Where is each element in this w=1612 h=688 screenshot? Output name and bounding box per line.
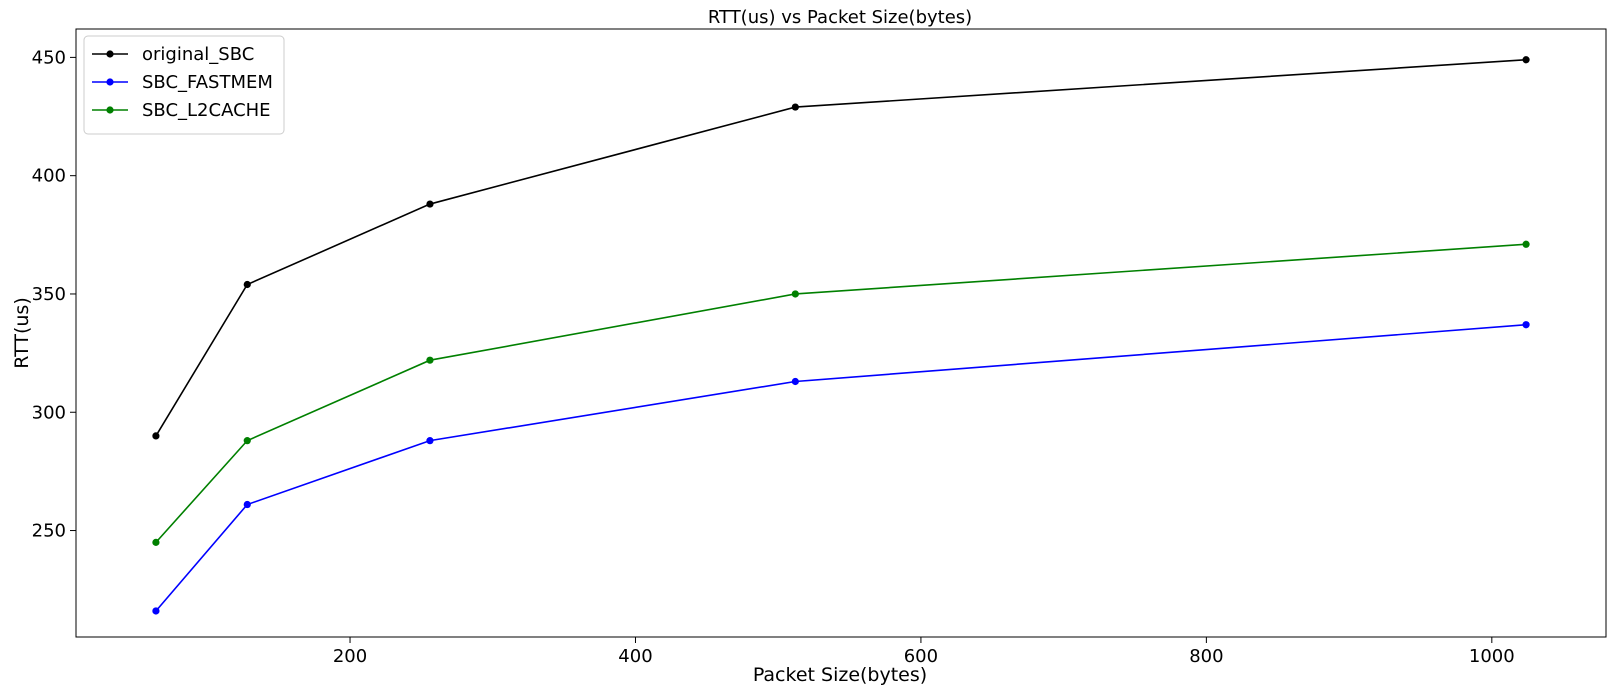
legend-marker (106, 50, 114, 58)
y-tick-label: 400 (32, 166, 66, 187)
legend-marker (106, 78, 114, 86)
data-point-sbc-fastmem (1522, 321, 1530, 329)
data-point-sbc-fastmem (791, 377, 799, 386)
y-axis: 250 300 350 400 450 (32, 47, 76, 542)
data-point-sbc-fastmem (426, 437, 434, 445)
y-tick-label: 300 (32, 402, 66, 423)
chart-title: RTT(us) vs Packet Size(bytes) (708, 7, 972, 28)
x-tick-label: 600 (904, 646, 938, 667)
legend-label: original_SBC (142, 44, 254, 65)
y-tick-label: 350 (32, 284, 66, 305)
plot-frame (75, 28, 1607, 638)
data-point-sbc-l2cache (791, 290, 799, 298)
data-point-sbc-l2cache (243, 437, 251, 445)
data-point-original-sbc (426, 200, 434, 208)
x-tick-label: 800 (1189, 646, 1223, 667)
data-point-original-sbc (791, 103, 799, 111)
data-point-sbc-l2cache (152, 538, 160, 546)
x-tick-label: 200 (333, 646, 367, 667)
x-tick-label: 400 (618, 646, 652, 667)
x-axis: 200 400 600 800 1000 (333, 637, 1515, 667)
legend-label: SBC_L2CACHE (142, 100, 271, 121)
data-point-sbc-l2cache (1522, 240, 1530, 248)
legend: original_SBC SBC_FASTMEM SBC_L2CACHE (83, 35, 285, 135)
x-axis-label: Packet Size(bytes) (753, 664, 927, 686)
legend-marker (106, 106, 114, 114)
y-tick-label: 450 (32, 47, 66, 68)
data-point-sbc-fastmem (152, 607, 160, 615)
series-line-sbc-fastmem (155, 323, 1527, 612)
x-tick-label: 1000 (1469, 646, 1515, 667)
series-line-original-sbc (155, 58, 1527, 437)
data-point-sbc-fastmem (243, 500, 251, 509)
data-point-sbc-l2cache (426, 356, 434, 364)
y-axis-label: RTT(us) (11, 297, 33, 368)
plot-area (152, 56, 1530, 615)
legend-label: SBC_FASTMEM (142, 72, 273, 93)
data-point-original-sbc (243, 280, 251, 289)
series-line-sbc-l2cache (155, 243, 1527, 543)
data-point-original-sbc (152, 432, 160, 440)
legend-box (83, 35, 285, 135)
y-tick-label: 250 (32, 521, 66, 542)
data-point-original-sbc (1522, 56, 1530, 64)
